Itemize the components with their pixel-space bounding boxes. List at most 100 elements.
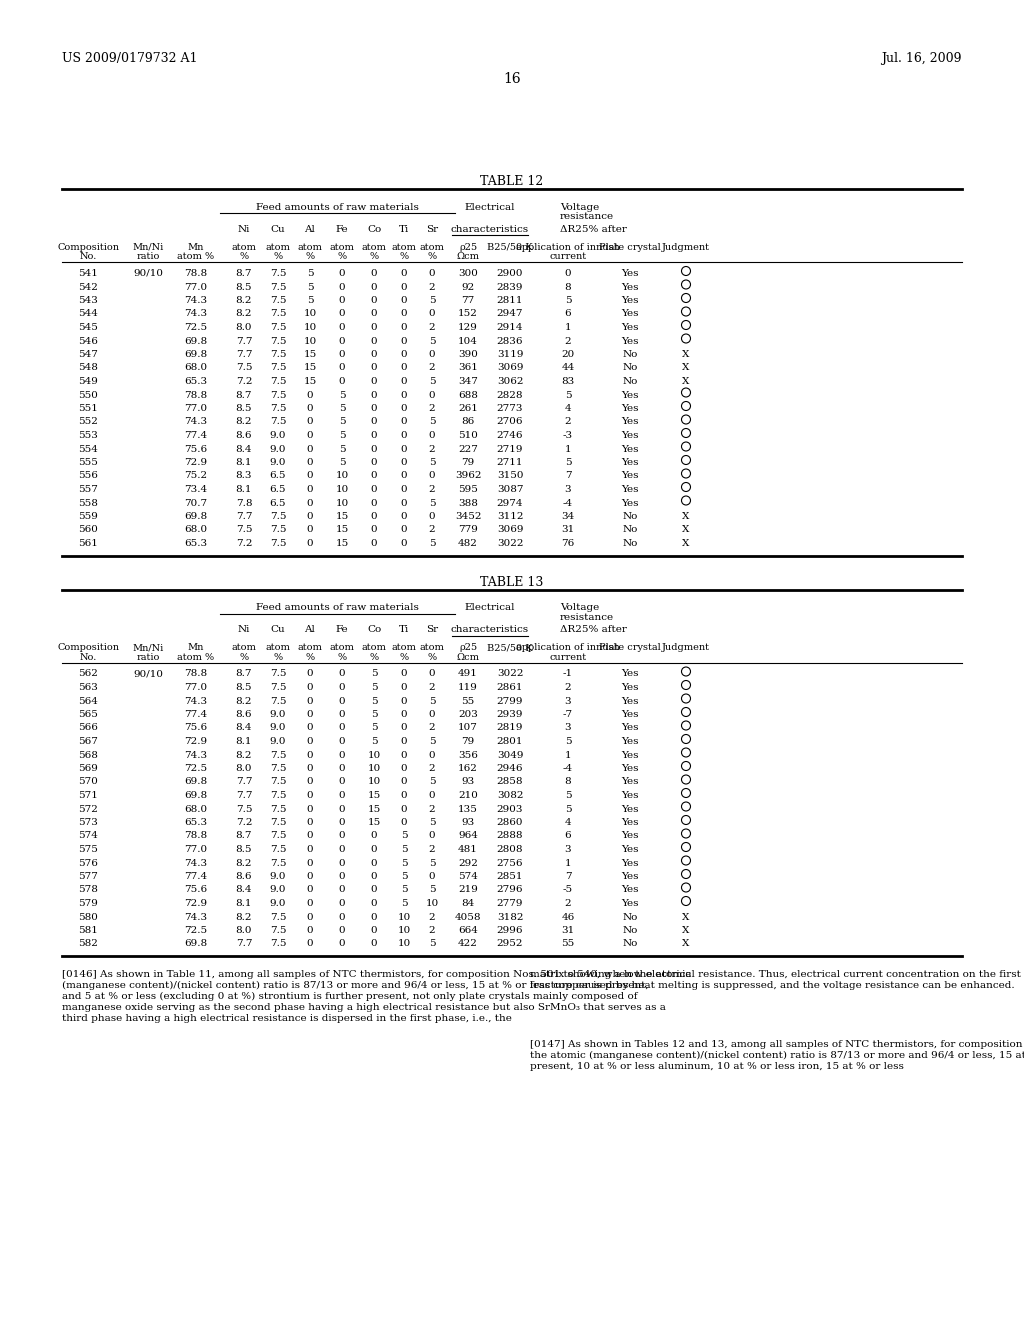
Text: Yes: Yes xyxy=(622,499,639,507)
Text: ratio: ratio xyxy=(136,652,160,661)
Text: third phase having a high electrical resistance is dispersed in the first phase,: third phase having a high electrical res… xyxy=(62,1014,512,1023)
Text: Mn: Mn xyxy=(187,243,204,252)
Text: 0: 0 xyxy=(429,309,435,318)
Text: 0: 0 xyxy=(339,296,345,305)
Text: 68.0: 68.0 xyxy=(184,804,208,813)
Text: No: No xyxy=(623,512,638,521)
Text: -4: -4 xyxy=(563,499,573,507)
Text: 3452: 3452 xyxy=(455,512,481,521)
Text: 7.5: 7.5 xyxy=(269,539,287,548)
Text: 69.8: 69.8 xyxy=(184,791,208,800)
Text: 580: 580 xyxy=(78,912,98,921)
Text: Yes: Yes xyxy=(622,845,639,854)
Text: 77: 77 xyxy=(462,296,475,305)
Text: 3022: 3022 xyxy=(497,669,523,678)
Text: 2811: 2811 xyxy=(497,296,523,305)
Text: Yes: Yes xyxy=(622,832,639,841)
Text: 77.4: 77.4 xyxy=(184,710,208,719)
Text: 2: 2 xyxy=(564,337,571,346)
Text: 0: 0 xyxy=(400,282,408,292)
Text: 2711: 2711 xyxy=(497,458,523,467)
Text: 0: 0 xyxy=(400,818,408,828)
Text: 557: 557 xyxy=(78,484,98,494)
Text: atom: atom xyxy=(231,644,256,652)
Text: 0: 0 xyxy=(371,484,377,494)
Text: 5: 5 xyxy=(400,873,408,880)
Text: Yes: Yes xyxy=(622,432,639,440)
Text: 3: 3 xyxy=(564,723,571,733)
Text: 2773: 2773 xyxy=(497,404,523,413)
Text: 0: 0 xyxy=(400,764,408,774)
Text: 7.5: 7.5 xyxy=(269,927,287,935)
Text: Fe: Fe xyxy=(336,224,348,234)
Text: Yes: Yes xyxy=(622,818,639,828)
Text: 3087: 3087 xyxy=(497,484,523,494)
Text: 84: 84 xyxy=(462,899,475,908)
Text: 0: 0 xyxy=(429,832,435,841)
Text: atom: atom xyxy=(391,243,417,252)
Text: 72.9: 72.9 xyxy=(184,737,208,746)
Text: 491: 491 xyxy=(458,669,478,678)
Text: 7.7: 7.7 xyxy=(236,350,252,359)
Text: 5: 5 xyxy=(429,697,435,705)
Text: 554: 554 xyxy=(78,445,98,454)
Text: 0: 0 xyxy=(400,378,408,385)
Text: Yes: Yes xyxy=(622,873,639,880)
Text: 7.5: 7.5 xyxy=(269,269,287,279)
Text: 162: 162 xyxy=(458,764,478,774)
Text: atom %: atom % xyxy=(177,652,215,661)
Text: Feed amounts of raw materials: Feed amounts of raw materials xyxy=(256,603,419,612)
Text: atom: atom xyxy=(361,243,386,252)
Text: 3069: 3069 xyxy=(497,363,523,372)
Text: 7.5: 7.5 xyxy=(269,697,287,705)
Text: -3: -3 xyxy=(563,432,573,440)
Text: 8.6: 8.6 xyxy=(236,432,252,440)
Text: 7.7: 7.7 xyxy=(236,512,252,521)
Text: 7.2: 7.2 xyxy=(236,539,252,548)
Text: 7.7: 7.7 xyxy=(236,777,252,787)
Text: 69.8: 69.8 xyxy=(184,777,208,787)
Text: Electrical: Electrical xyxy=(465,603,515,612)
Text: 0: 0 xyxy=(429,751,435,759)
Text: Ωcm: Ωcm xyxy=(457,652,479,661)
Text: 2900: 2900 xyxy=(497,269,523,279)
Text: 8.7: 8.7 xyxy=(236,269,252,279)
Text: 5: 5 xyxy=(429,858,435,867)
Text: 83: 83 xyxy=(561,378,574,385)
Text: 2: 2 xyxy=(429,723,435,733)
Text: 7.5: 7.5 xyxy=(269,818,287,828)
Text: 0: 0 xyxy=(371,845,377,854)
Text: atom: atom xyxy=(420,644,444,652)
Text: 548: 548 xyxy=(78,363,98,372)
Text: 2: 2 xyxy=(429,845,435,854)
Text: 8.2: 8.2 xyxy=(236,309,252,318)
Text: 0: 0 xyxy=(371,323,377,333)
Text: 1: 1 xyxy=(564,751,571,759)
Text: 7.2: 7.2 xyxy=(236,818,252,828)
Text: 7.7: 7.7 xyxy=(236,940,252,949)
Text: 0: 0 xyxy=(371,445,377,454)
Text: ΔR25% after: ΔR25% after xyxy=(560,224,627,234)
Text: 2756: 2756 xyxy=(497,858,523,867)
Text: 779: 779 xyxy=(458,525,478,535)
Text: 261: 261 xyxy=(458,404,478,413)
Text: 3: 3 xyxy=(564,697,571,705)
Text: 0: 0 xyxy=(371,309,377,318)
Text: Yes: Yes xyxy=(622,484,639,494)
Text: 2: 2 xyxy=(564,417,571,426)
Text: %: % xyxy=(273,652,283,661)
Text: 3119: 3119 xyxy=(497,350,523,359)
Text: 5: 5 xyxy=(429,737,435,746)
Text: 0: 0 xyxy=(371,512,377,521)
Text: Judgment: Judgment xyxy=(662,644,710,652)
Text: 0: 0 xyxy=(371,432,377,440)
Text: 2746: 2746 xyxy=(497,432,523,440)
Text: Yes: Yes xyxy=(622,777,639,787)
Text: 0: 0 xyxy=(306,791,313,800)
Text: 0: 0 xyxy=(400,697,408,705)
Text: 219: 219 xyxy=(458,886,478,895)
Text: -7: -7 xyxy=(563,710,573,719)
Text: Yes: Yes xyxy=(622,886,639,895)
Text: 570: 570 xyxy=(78,777,98,787)
Text: 0: 0 xyxy=(371,899,377,908)
